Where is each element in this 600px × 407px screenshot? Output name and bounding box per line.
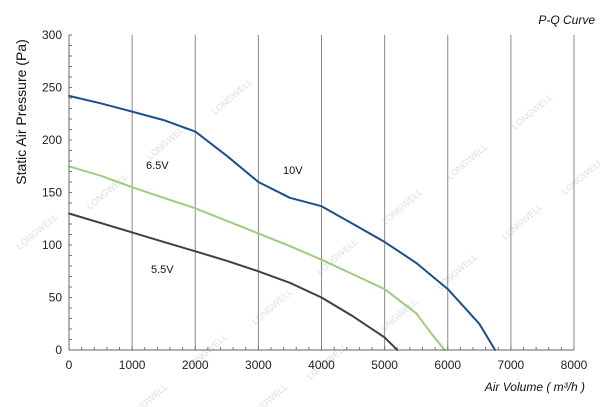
watermark-text: LONGWELL: [210, 77, 255, 117]
x-tick-labels: 0 1000 2000 3000 4000 5000 6000 7000 8000: [66, 358, 588, 372]
series-label-10v: 10V: [283, 165, 303, 177]
y-tick-label: 0: [55, 343, 62, 357]
chart-title: P-Q Curve: [538, 13, 595, 27]
watermark-text: LONGWELL: [250, 287, 295, 327]
y-tick-label: 150: [42, 186, 62, 200]
series-label-5-5v: 5.5V: [151, 264, 174, 276]
y-tick-label: 50: [49, 291, 63, 305]
x-tick-label: 1000: [119, 358, 146, 372]
watermark-text: LONGWELL: [500, 202, 545, 242]
watermark-text: LONGWELL: [125, 382, 170, 407]
watermark-text: LONGWELL: [375, 297, 420, 337]
watermark-text: LONGWELL: [435, 252, 480, 292]
watermark-text: LONGWELL: [560, 157, 600, 197]
series-group: [68, 94, 497, 351]
x-tick-label: 5000: [371, 358, 398, 372]
grid-lines: [131, 35, 575, 350]
y-tick-label: 300: [42, 28, 62, 42]
y-tick-label: 250: [42, 81, 62, 95]
y-axis-title: Static Air Pressure (Pa): [13, 39, 29, 185]
y-tick-label: 200: [42, 133, 62, 147]
watermark-text: LONGWELL: [510, 92, 555, 132]
x-tick-label: 3000: [245, 358, 272, 372]
x-tick-label: 6000: [434, 358, 461, 372]
series-line-10v: [68, 94, 497, 351]
x-axis-title: Air Volume ( m³/h ): [484, 380, 585, 394]
x-tick-label: 4000: [308, 358, 335, 372]
watermark-text: LONGWELL: [245, 382, 290, 407]
x-tick-label: 8000: [561, 358, 588, 372]
y-tick-labels: 0 50 100 150 200 250 300: [42, 28, 62, 357]
series-label-6-5v: 6.5V: [146, 160, 169, 172]
watermark-text: LONGWELL: [445, 142, 490, 182]
y-tick-label: 100: [42, 238, 62, 252]
x-tick-label: 0: [66, 358, 73, 372]
series-line-5-5v: [68, 212, 399, 351]
x-tick-label: 7000: [498, 358, 525, 372]
x-tick-label: 2000: [182, 358, 209, 372]
series-line-6-5v: [68, 165, 446, 351]
watermark-text: LONGWELL: [380, 187, 425, 227]
